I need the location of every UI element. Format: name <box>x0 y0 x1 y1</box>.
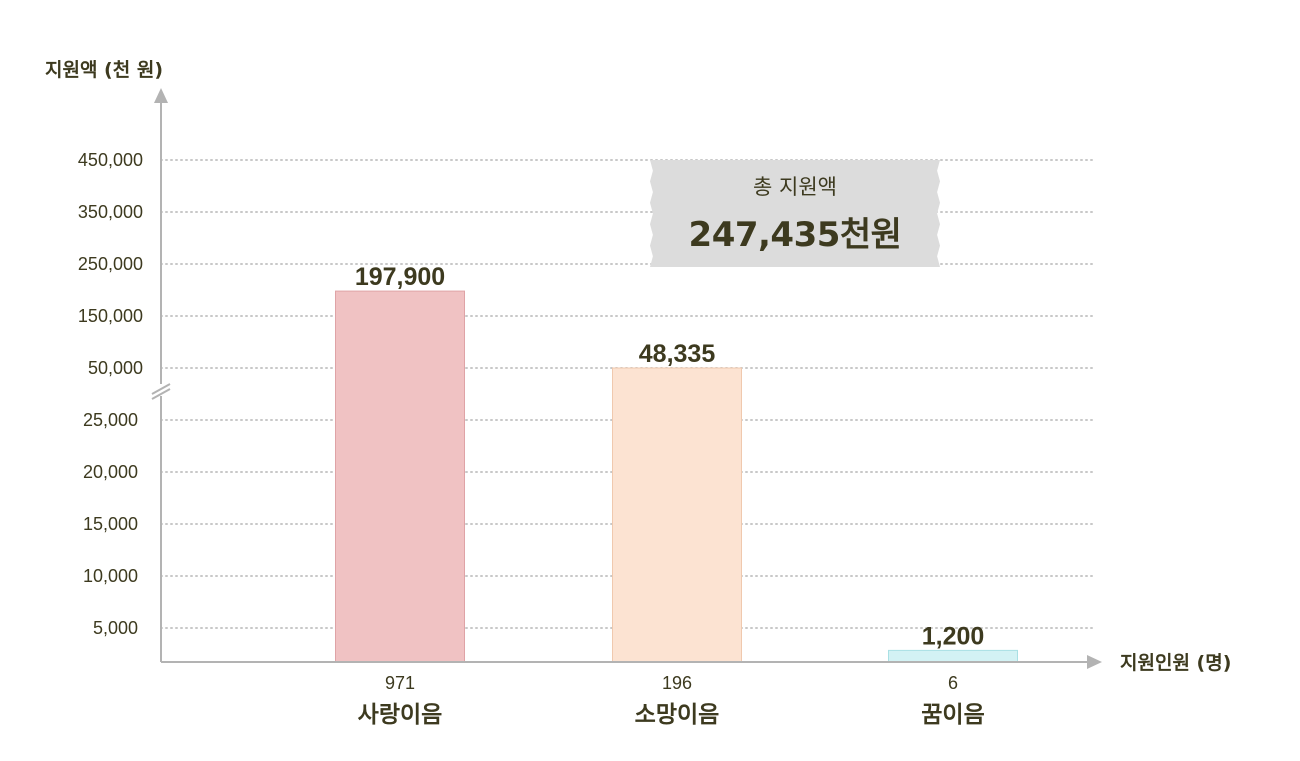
y-axis-arrow <box>154 88 168 103</box>
bar-value-label: 1,200 <box>922 622 985 650</box>
y-tick-label: 250,000 <box>78 254 143 274</box>
category-label: 소망이음 <box>635 702 720 728</box>
y-tick-label: 450,000 <box>78 150 143 170</box>
y-tick-label: 5,000 <box>93 618 138 638</box>
axes <box>151 88 1102 669</box>
x-labels: 971 사랑이음 196 소망이음 6 꿈이음 <box>358 673 985 728</box>
bar-value-label: 48,335 <box>639 340 716 368</box>
y-tick-label: 25,000 <box>83 410 138 430</box>
y-tick-label: 150,000 <box>78 306 143 326</box>
bars: 197,900 48,335 1,200 <box>335 263 1018 663</box>
bar <box>888 649 1018 663</box>
y-tick-label: 10,000 <box>83 566 138 586</box>
bar-count-label: 196 <box>662 673 692 693</box>
x-axis-title: 지원인원 (명) <box>1120 652 1231 674</box>
total-label: 총 지원액 <box>753 175 837 199</box>
bar-count-label: 6 <box>948 673 958 693</box>
total-value: 247,435천원 <box>688 215 902 255</box>
y-tick-label: 350,000 <box>78 202 143 222</box>
category-label: 꿈이음 <box>921 702 984 728</box>
y-tick-label: 50,000 <box>88 358 143 378</box>
bar <box>335 290 465 663</box>
total-callout: 총 지원액 247,435천원 <box>650 160 940 267</box>
y-tick-label: 15,000 <box>83 514 138 534</box>
axis-break-marker <box>151 383 171 400</box>
bar-count-label: 971 <box>385 673 415 693</box>
y-axis-title: 지원액 (천 원) <box>45 59 163 81</box>
bar-value-label: 197,900 <box>355 263 445 291</box>
category-label: 사랑이음 <box>358 702 443 728</box>
y-tick-labels: 450,000 350,000 250,000 150,000 50,000 25,000… <box>78 150 143 638</box>
x-axis-arrow <box>1087 655 1102 669</box>
y-tick-label: 20,000 <box>83 462 138 482</box>
bar <box>612 367 742 663</box>
